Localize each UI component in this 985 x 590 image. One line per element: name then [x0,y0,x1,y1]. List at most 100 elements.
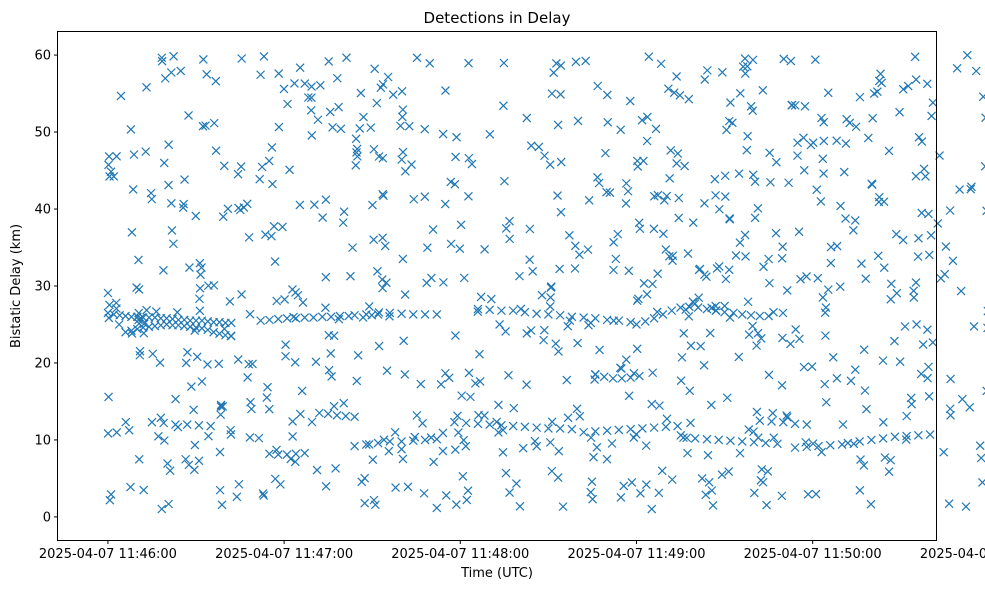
track-point [617,373,627,383]
data-point [356,88,366,98]
track-point [473,304,483,314]
data-point [771,157,781,167]
data-point [961,502,971,512]
data-point [764,254,774,264]
track-point [637,423,647,433]
track-point [567,312,577,322]
data-point [364,440,374,449]
data-point [749,427,758,437]
data-point [602,454,612,464]
data-point [911,171,921,181]
data-point [861,274,871,284]
data-point [184,110,193,120]
data-point [156,413,166,423]
data-point [749,488,759,498]
data-point [941,242,951,252]
data-point [945,404,955,414]
track-point [265,449,274,459]
data-point [176,66,186,76]
data-point [835,282,845,292]
data-point [172,307,182,317]
data-point [451,500,461,510]
data-point [571,57,581,67]
data-point [159,158,169,168]
data-point [850,365,860,375]
data-point [832,373,842,383]
data-point [807,362,817,372]
track-point [420,310,430,319]
track-point [126,326,136,336]
data-point [880,453,890,462]
track-point [282,450,292,459]
data-point [486,294,496,304]
data-point [923,373,933,383]
track-point [693,303,703,312]
track-point [291,449,301,459]
data-point [812,185,822,195]
data-point [281,351,290,361]
data-point [315,80,325,90]
data-point [910,52,920,62]
data-point [504,370,513,380]
data-point [328,122,338,132]
data-point [412,53,422,63]
data-point [352,144,362,154]
data-point [735,88,745,98]
track-point [206,421,216,431]
data-point [159,265,168,275]
data-point [397,444,406,454]
data-point [391,483,400,493]
data-point [832,241,842,251]
data-point [476,292,486,302]
data-point [679,328,689,338]
data-point [111,298,121,308]
data-point [379,435,389,445]
data-point [891,229,901,239]
data-point [475,349,484,359]
track-point [326,312,336,322]
data-point [952,63,962,73]
data-point [412,410,422,420]
data-point [933,219,943,228]
data-point [260,230,270,239]
data-point [106,490,116,499]
track-point [335,311,345,321]
data-point [658,229,668,239]
data-point [710,174,720,184]
track-point [649,313,659,323]
data-point [879,263,889,273]
data-point [396,121,405,131]
data-point [722,393,732,403]
data-point [981,113,985,123]
data-point [575,411,585,421]
track-point [602,315,612,325]
data-point [605,188,615,198]
data-point [734,352,744,362]
data-point [181,454,191,464]
data-point [551,59,561,68]
track-point [925,430,935,439]
data-point [159,436,169,445]
data-point [717,67,727,77]
data-point [104,151,114,161]
data-point [656,59,666,69]
track-point [256,316,266,326]
data-point [674,193,684,203]
data-point [817,447,827,457]
data-point [515,271,524,281]
track-point [814,441,823,451]
data-point [295,63,305,73]
data-point [873,251,883,261]
data-point [422,243,432,253]
data-point [403,482,413,492]
data-point [525,224,535,234]
data-point [129,150,139,160]
data-point [234,479,244,489]
data-point [855,485,865,495]
data-point [637,115,647,125]
data-point [555,264,565,274]
x-tick-label: 2025-04-07 11:47:00 [215,547,353,562]
data-point [744,330,754,340]
data-point [740,230,750,240]
data-point [851,122,861,132]
